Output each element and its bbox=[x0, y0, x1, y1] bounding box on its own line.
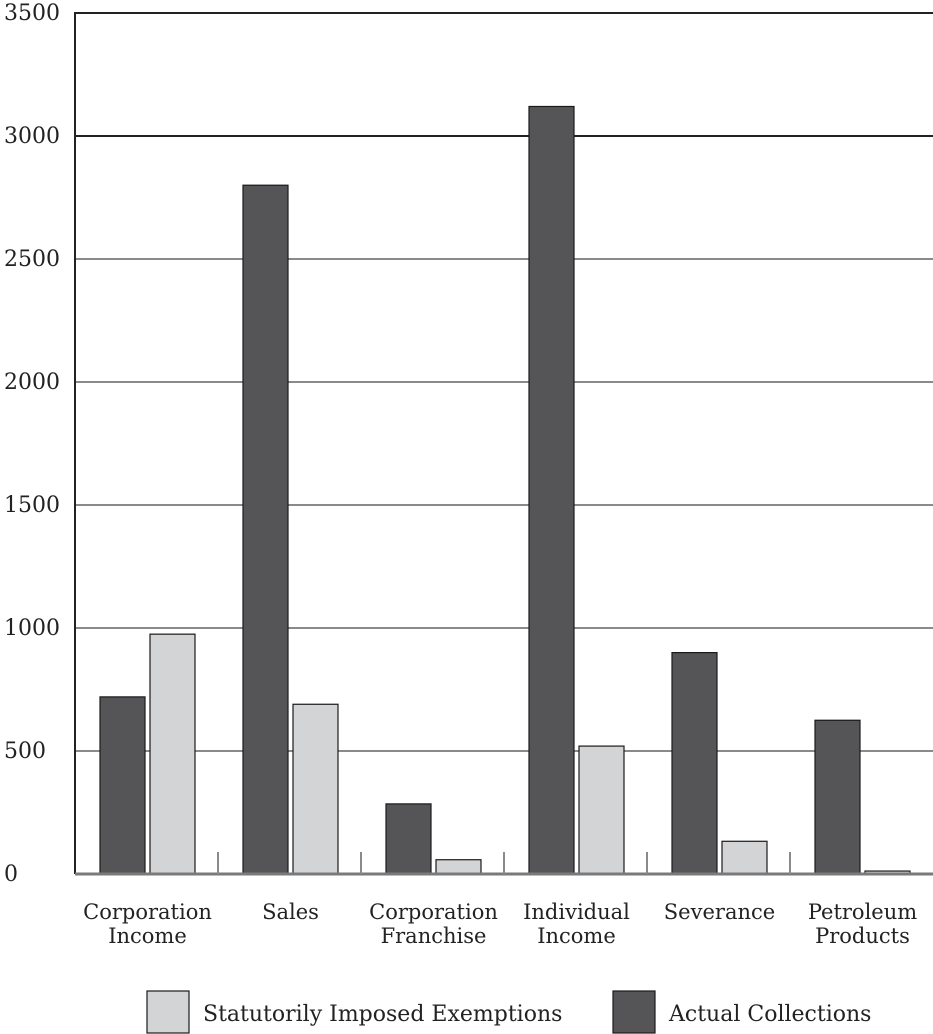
y-tick-label-1000: 1000 bbox=[4, 616, 60, 641]
x-tick-label-petroleum-products: Petroleum Products bbox=[808, 900, 917, 948]
x-tick-label-severance: Severance bbox=[664, 900, 775, 924]
legend-swatch-statutorily-imposed-exemptions bbox=[146, 990, 190, 1034]
axes bbox=[74, 12, 933, 876]
bar-actual-collections-individual-income bbox=[528, 105, 575, 875]
legend: Statutorily Imposed Exemptions Actual Col… bbox=[146, 990, 871, 1034]
bar-statutorily-imposed-exemptions-corporation-income bbox=[149, 633, 196, 875]
x-tick-label-corporation-franchise: Corporation Franchise bbox=[369, 900, 498, 948]
bar-actual-collections-severance bbox=[671, 651, 718, 875]
x-tick-label-individual-income: Individual Income bbox=[523, 900, 630, 948]
legend-label-statutorily-imposed-exemptions: Statutorily Imposed Exemptions bbox=[203, 1002, 562, 1027]
bar-actual-collections-corporation-income bbox=[99, 696, 146, 875]
y-tick-label-0: 0 bbox=[4, 862, 18, 887]
legend-swatch-actual-collections bbox=[612, 990, 656, 1034]
bar-statutorily-imposed-exemptions-sales bbox=[292, 703, 339, 875]
y-tick-label-500: 500 bbox=[4, 739, 46, 764]
x-tick-label-corporation-income: Corporation Income bbox=[83, 900, 212, 948]
y-tick-label-2500: 2500 bbox=[4, 247, 60, 272]
bars bbox=[99, 105, 911, 875]
y-tick-label-1500: 1500 bbox=[4, 493, 60, 518]
gridlines bbox=[75, 12, 933, 752]
bar-statutorily-imposed-exemptions-severance bbox=[721, 840, 768, 875]
x-tick-label-sales: Sales bbox=[262, 900, 319, 924]
bar-actual-collections-petroleum-products bbox=[814, 719, 861, 875]
y-tick-label-3000: 3000 bbox=[4, 124, 60, 149]
labels: 0 500 1000 1500 2000 2500 3000 3500 Corporation I… bbox=[4, 1, 917, 948]
legend-label-actual-collections: Actual Collections bbox=[668, 1002, 871, 1027]
y-tick-label-2000: 2000 bbox=[4, 370, 60, 395]
bar-statutorily-imposed-exemptions-corporation-franchise bbox=[435, 859, 482, 875]
y-tick-label-3500: 3500 bbox=[4, 1, 60, 26]
bar-statutorily-imposed-exemptions-individual-income bbox=[578, 745, 625, 875]
bar-actual-collections-sales bbox=[242, 184, 289, 875]
bar-actual-collections-corporation-franchise bbox=[385, 803, 432, 875]
